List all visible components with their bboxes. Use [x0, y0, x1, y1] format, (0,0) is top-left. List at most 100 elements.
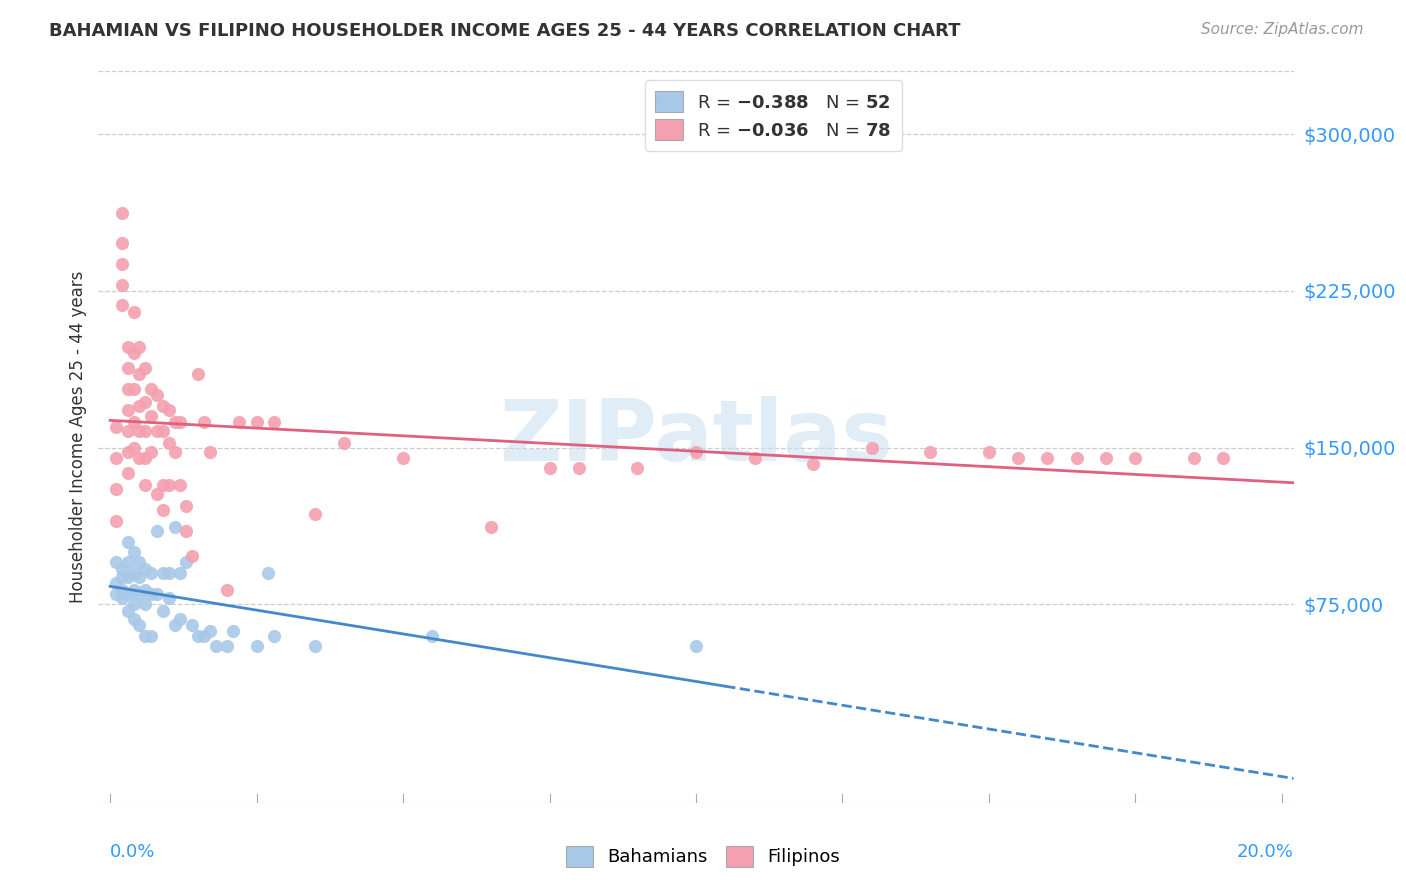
Point	[1036, 450, 1059, 465]
Point	[304, 508, 326, 522]
Point	[152, 503, 174, 517]
Point	[111, 582, 134, 597]
Point	[117, 382, 139, 396]
Point	[117, 340, 139, 354]
Point	[134, 394, 156, 409]
Legend: Bahamians, Filipinos: Bahamians, Filipinos	[558, 838, 848, 874]
Point	[141, 566, 163, 580]
Point	[117, 603, 139, 617]
Text: ZIPatlas: ZIPatlas	[499, 395, 893, 479]
Point	[1066, 450, 1088, 465]
Point	[163, 618, 186, 632]
Point	[141, 444, 163, 458]
Point	[181, 549, 204, 564]
Point	[111, 298, 134, 312]
Point	[198, 624, 221, 639]
Point	[117, 587, 139, 601]
Point	[152, 566, 174, 580]
Point	[117, 570, 139, 584]
Point	[117, 466, 139, 480]
Point	[204, 639, 226, 653]
Text: Source: ZipAtlas.com: Source: ZipAtlas.com	[1201, 22, 1364, 37]
Point	[134, 450, 156, 465]
Point	[304, 639, 326, 653]
Point	[422, 629, 444, 643]
Point	[1125, 450, 1147, 465]
Legend: R = $\mathbf{-0.388}$   N = $\mathbf{52}$, R = $\mathbf{-0.036}$   N = $\mathbf{: R = $\mathbf{-0.388}$ N = $\mathbf{52}$,…	[644, 80, 903, 151]
Text: BAHAMIAN VS FILIPINO HOUSEHOLDER INCOME AGES 25 - 44 YEARS CORRELATION CHART: BAHAMIAN VS FILIPINO HOUSEHOLDER INCOME …	[49, 22, 960, 40]
Point	[157, 591, 180, 605]
Point	[111, 591, 134, 605]
Point	[169, 612, 191, 626]
Point	[141, 629, 163, 643]
Point	[392, 450, 415, 465]
Point	[163, 520, 186, 534]
Point	[105, 514, 128, 528]
Point	[122, 566, 145, 580]
Point	[146, 587, 169, 601]
Point	[228, 416, 250, 430]
Point	[152, 399, 174, 413]
Point	[152, 603, 174, 617]
Point	[128, 450, 150, 465]
Point	[181, 618, 204, 632]
Point	[152, 478, 174, 492]
Point	[174, 499, 197, 513]
Point	[111, 562, 134, 576]
Point	[187, 368, 209, 382]
Point	[1182, 450, 1205, 465]
Point	[169, 416, 191, 430]
Point	[141, 587, 163, 601]
Point	[111, 235, 134, 250]
Point	[134, 597, 156, 611]
Point	[105, 576, 128, 591]
Point	[128, 424, 150, 438]
Point	[128, 587, 150, 601]
Point	[263, 416, 285, 430]
Point	[105, 483, 128, 497]
Point	[128, 340, 150, 354]
Point	[152, 424, 174, 438]
Point	[174, 524, 197, 538]
Point	[1212, 450, 1234, 465]
Point	[146, 524, 169, 538]
Point	[141, 409, 163, 424]
Point	[169, 566, 191, 580]
Point	[246, 416, 269, 430]
Point	[222, 624, 245, 639]
Point	[134, 478, 156, 492]
Point	[117, 403, 139, 417]
Point	[122, 441, 145, 455]
Point	[111, 206, 134, 220]
Point	[111, 277, 134, 292]
Point	[157, 436, 180, 450]
Point	[685, 639, 707, 653]
Point	[122, 612, 145, 626]
Point	[105, 556, 128, 570]
Point	[538, 461, 561, 475]
Point	[111, 257, 134, 271]
Point	[105, 419, 128, 434]
Point	[134, 582, 156, 597]
Point	[479, 520, 502, 534]
Point	[117, 534, 139, 549]
Point	[128, 399, 150, 413]
Point	[146, 424, 169, 438]
Point	[198, 444, 221, 458]
Point	[128, 570, 150, 584]
Point	[257, 566, 280, 580]
Point	[111, 570, 134, 584]
Point	[860, 441, 883, 455]
Point	[187, 629, 209, 643]
Point	[193, 629, 215, 643]
Point	[122, 545, 145, 559]
Point	[977, 444, 1000, 458]
Text: 20.0%: 20.0%	[1237, 843, 1294, 861]
Point	[146, 486, 169, 500]
Point	[122, 416, 145, 430]
Point	[134, 361, 156, 376]
Point	[117, 424, 139, 438]
Text: 0.0%: 0.0%	[110, 843, 156, 861]
Point	[174, 556, 197, 570]
Point	[626, 461, 648, 475]
